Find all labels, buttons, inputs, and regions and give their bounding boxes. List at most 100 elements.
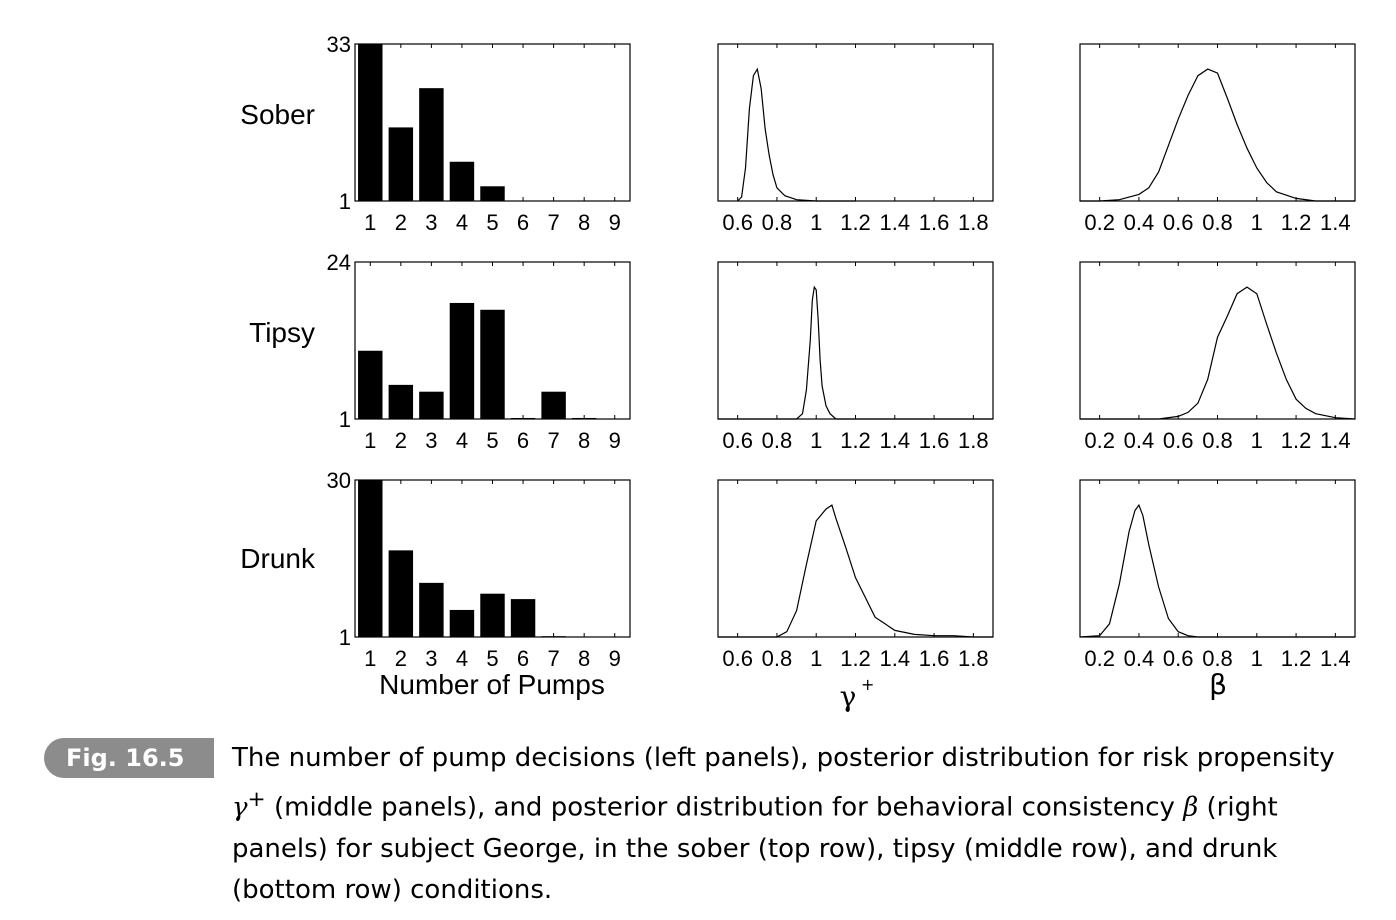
density-curve: [1080, 68, 1355, 202]
x-tick-label: 0.2: [1084, 210, 1115, 235]
y-tick-label: 24: [327, 250, 351, 275]
x-tick-label: 0.2: [1084, 646, 1115, 671]
x-tick-label: 6: [517, 428, 529, 453]
bar-2: [388, 384, 414, 419]
bar-4: [449, 302, 475, 419]
x-tick-label: 0.6: [1163, 646, 1194, 671]
x-tick-label: 0.8: [1202, 646, 1233, 671]
x-tick-label: 8: [578, 428, 590, 453]
x-tick-label: 1: [1251, 210, 1263, 235]
bar-4: [449, 161, 475, 201]
x-tick-label: 4: [456, 646, 468, 671]
x-axis-label-pumps: Number of Pumps: [379, 669, 605, 700]
x-tick-label: 1: [810, 428, 822, 453]
figure-caption: The number of pump decisions (left panel…: [232, 738, 1362, 911]
x-tick-label: 1.2: [840, 646, 871, 671]
bar-2: [388, 127, 414, 201]
x-tick-label: 0.4: [1124, 428, 1155, 453]
x-tick-label: 7: [547, 428, 559, 453]
x-tick-label: 1.4: [879, 646, 910, 671]
x-tick-label: 0.8: [762, 428, 793, 453]
x-tick-label: 0.6: [722, 210, 753, 235]
row-label: Sober: [240, 99, 315, 130]
x-tick-label: 5: [486, 646, 498, 671]
x-tick-label: 1.2: [1281, 210, 1312, 235]
x-tick-label: 1: [1251, 646, 1263, 671]
x-tick-label: 6: [517, 646, 529, 671]
x-tick-label: 0.8: [762, 646, 793, 671]
density-curve: [718, 504, 993, 638]
panel-frame: [1079, 43, 1356, 202]
caption-gamma-superscript: +: [247, 787, 266, 812]
bar-3: [419, 582, 444, 637]
figure-tag-label: Fig. 16.5: [66, 744, 185, 772]
x-tick-label: 1.6: [919, 428, 950, 453]
x-tick-label: 1.2: [1281, 428, 1312, 453]
x-tick-label: 1: [364, 646, 376, 671]
bar-5: [480, 186, 505, 201]
x-tick-label: 7: [547, 646, 559, 671]
x-tick-label: 1.6: [919, 646, 950, 671]
caption-part3: (right panels) for subject George, in th…: [232, 792, 1278, 905]
x-tick-label: 1.2: [840, 428, 871, 453]
y-tick-label: 1: [339, 407, 351, 432]
panel-frame: [717, 479, 994, 638]
row-label: Drunk: [240, 543, 316, 574]
x-tick-label: 1.6: [919, 210, 950, 235]
x-tick-label: 1.4: [879, 428, 910, 453]
density-curve: [737, 67, 856, 202]
x-axis-label-gamma: γ: [840, 680, 857, 713]
bar-1: [358, 350, 383, 419]
figure-tag: Fig. 16.5: [44, 738, 214, 778]
x-tick-label: 3: [425, 428, 437, 453]
x-axis-label-gamma-sup: +: [861, 675, 874, 694]
x-tick-label: 0.4: [1124, 210, 1155, 235]
x-tick-label: 0.8: [1202, 210, 1233, 235]
panel-frame: [1079, 261, 1356, 420]
y-tick-label: 1: [339, 189, 351, 214]
x-tick-label: 8: [578, 210, 590, 235]
caption-beta-symbol: β: [1183, 792, 1199, 823]
panel-frame: [1079, 479, 1356, 638]
panel-frame: [717, 43, 994, 202]
x-tick-label: 1: [1251, 428, 1263, 453]
bar-1: [358, 44, 383, 201]
x-tick-label: 1: [810, 646, 822, 671]
bar-5: [480, 309, 505, 419]
x-tick-label: 1.4: [1320, 646, 1351, 671]
x-tick-label: 0.4: [1124, 646, 1155, 671]
x-tick-label: 0.8: [762, 210, 793, 235]
x-tick-label: 9: [609, 210, 621, 235]
x-tick-label: 9: [609, 428, 621, 453]
x-tick-label: 2: [395, 428, 407, 453]
x-tick-label: 9: [609, 646, 621, 671]
density-curve: [1079, 503, 1355, 638]
x-tick-label: 2: [395, 210, 407, 235]
x-tick-label: 1: [364, 210, 376, 235]
caption-part1: The number of pump decisions (left panel…: [232, 743, 1335, 773]
x-tick-label: 1.8: [958, 646, 989, 671]
x-tick-label: 0.2: [1084, 428, 1115, 453]
x-tick-label: 1: [810, 210, 822, 235]
caption-gamma-symbol: γ: [232, 792, 248, 823]
bar-3: [419, 391, 444, 419]
bar-6: [510, 599, 536, 637]
caption-part2: (middle panels), and posterior distribut…: [265, 792, 1184, 823]
row-label: Tipsy: [249, 317, 315, 348]
bar-7: [541, 391, 566, 419]
bar-1: [358, 480, 383, 637]
x-tick-label: 5: [486, 428, 498, 453]
panel-frame: [717, 261, 994, 420]
x-tick-label: 1.8: [958, 428, 989, 453]
x-tick-label: 8: [578, 646, 590, 671]
x-tick-label: 0.8: [1202, 428, 1233, 453]
x-tick-label: 3: [425, 210, 437, 235]
x-tick-label: 7: [547, 210, 559, 235]
x-tick-label: 5: [486, 210, 498, 235]
x-tick-label: 0.6: [1163, 210, 1194, 235]
bar-2: [388, 550, 414, 637]
y-tick-label: 33: [327, 32, 351, 57]
y-tick-label: 1: [339, 625, 351, 650]
x-tick-label: 1.4: [879, 210, 910, 235]
x-tick-label: 0.6: [722, 428, 753, 453]
